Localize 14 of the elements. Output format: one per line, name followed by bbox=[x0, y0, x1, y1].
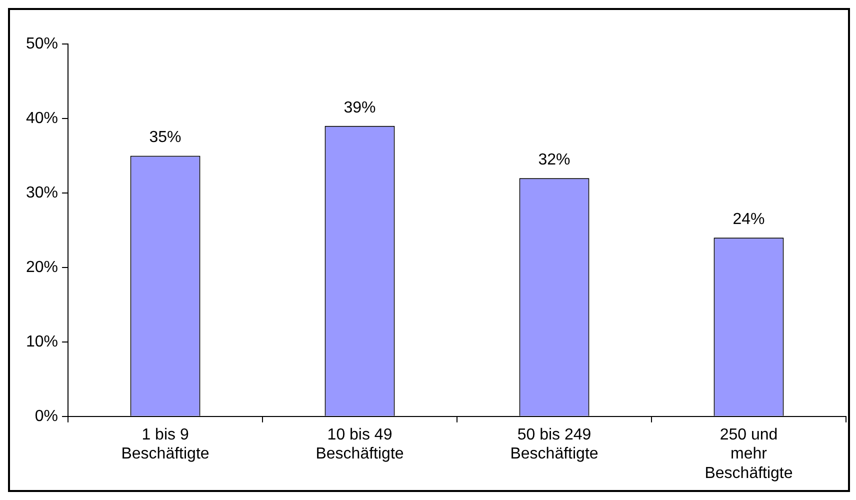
data-label: 32% bbox=[538, 151, 570, 168]
y-tick-label: 50% bbox=[26, 35, 58, 52]
data-label: 24% bbox=[732, 211, 765, 228]
x-tick-label: 10 bis 49 Beschäftigte bbox=[316, 426, 404, 463]
y-tick-label: 10% bbox=[26, 333, 58, 350]
data-label: 39% bbox=[344, 99, 376, 116]
x-tick-label: 1 bis 9 Beschäftigte bbox=[121, 426, 210, 463]
x-tick-label: 50 bis 249 Beschäftigte bbox=[510, 426, 598, 463]
y-tick-label: 20% bbox=[26, 258, 58, 276]
y-tick-label: 40% bbox=[26, 110, 58, 127]
x-tick-label: 250 und mehr Beschäftigte bbox=[704, 426, 793, 482]
y-tick-label: 0% bbox=[34, 408, 58, 425]
y-tick-label: 30% bbox=[26, 184, 58, 202]
data-label: 35% bbox=[149, 129, 182, 146]
